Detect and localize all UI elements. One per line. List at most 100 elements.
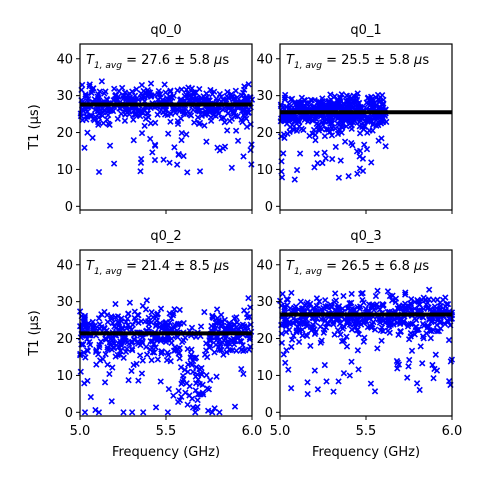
data-point [130, 137, 137, 144]
data-point [215, 317, 222, 324]
data-point [359, 167, 367, 175]
y-tick-label: 30 [256, 295, 273, 310]
data-point [102, 351, 109, 358]
data-point [152, 142, 159, 150]
data-point [206, 376, 214, 384]
data-point [159, 96, 166, 103]
data-point [240, 370, 247, 378]
y-tick-label: 0 [265, 200, 273, 215]
data-point [332, 143, 339, 151]
data-point [383, 118, 390, 126]
data-point [92, 406, 99, 414]
data-point [139, 95, 146, 103]
data-point [130, 97, 137, 104]
data-point [142, 115, 149, 123]
data-point [330, 388, 337, 395]
data-point [88, 89, 95, 97]
data-point [196, 168, 204, 175]
data-point [122, 348, 130, 356]
data-point [77, 368, 84, 375]
data-point [364, 116, 371, 123]
data-point [86, 338, 93, 346]
data-point [198, 364, 205, 372]
y-axis-label: T1 (μs) [27, 310, 42, 357]
data-point [84, 95, 92, 103]
data-point [176, 355, 183, 362]
data-point [138, 129, 146, 137]
data-point [178, 136, 185, 144]
data-point [161, 321, 169, 329]
data-point [175, 350, 182, 357]
y-tick-label: 20 [56, 332, 73, 347]
data-point [376, 306, 384, 313]
data-point [204, 93, 211, 101]
data-point [186, 383, 193, 390]
data-point [100, 107, 108, 114]
data-point [144, 110, 152, 117]
data-point [337, 157, 344, 164]
y-tick-label: 30 [56, 89, 73, 104]
data-point [229, 95, 237, 103]
data-point [101, 308, 108, 316]
data-point [214, 334, 221, 341]
data-point [174, 87, 181, 94]
data-point [287, 385, 295, 392]
data-point [288, 113, 295, 121]
data-point [86, 81, 93, 88]
data-point [211, 405, 218, 412]
data-point [307, 96, 314, 104]
data-point [236, 337, 243, 345]
data-point [304, 390, 311, 398]
data-point [296, 103, 303, 111]
data-point [81, 409, 89, 416]
data-point [184, 368, 192, 376]
data-point [344, 101, 352, 108]
data-point [206, 109, 213, 116]
data-point [146, 89, 154, 96]
data-point [432, 351, 439, 358]
data-point [149, 149, 156, 156]
data-point [142, 306, 150, 313]
data-point [353, 315, 360, 323]
y-tick-label: 20 [56, 126, 73, 141]
scatter-points [76, 294, 255, 416]
data-point [280, 351, 287, 358]
data-point [369, 127, 376, 134]
data-point [189, 404, 197, 411]
data-point [285, 118, 292, 125]
data-point [355, 331, 363, 338]
data-point [430, 375, 437, 382]
data-point [233, 347, 240, 354]
data-point [359, 155, 367, 162]
data-point [143, 297, 151, 304]
data-point [114, 115, 121, 123]
data-point [384, 327, 392, 335]
data-point [353, 96, 361, 103]
data-point [137, 168, 144, 175]
data-point [315, 127, 323, 134]
data-point [425, 304, 432, 311]
data-point [345, 173, 352, 180]
data-point [179, 338, 186, 346]
data-point [398, 316, 406, 323]
data-point [123, 325, 130, 332]
data-point [340, 370, 348, 377]
data-point [295, 338, 303, 346]
panel-title: q0_2 [150, 229, 181, 244]
data-point [395, 361, 403, 368]
data-point [371, 326, 379, 333]
data-point [165, 385, 173, 393]
data-point [281, 94, 289, 101]
y-tick-label: 0 [65, 406, 73, 421]
data-point [120, 409, 127, 416]
data-point [174, 321, 181, 329]
data-point [93, 361, 100, 368]
data-point [158, 348, 165, 355]
data-point [368, 301, 375, 309]
data-point [169, 105, 176, 112]
data-point [152, 344, 159, 351]
data-point [133, 86, 140, 93]
data-point [404, 374, 411, 381]
data-point [157, 378, 164, 385]
data-point [77, 334, 85, 341]
